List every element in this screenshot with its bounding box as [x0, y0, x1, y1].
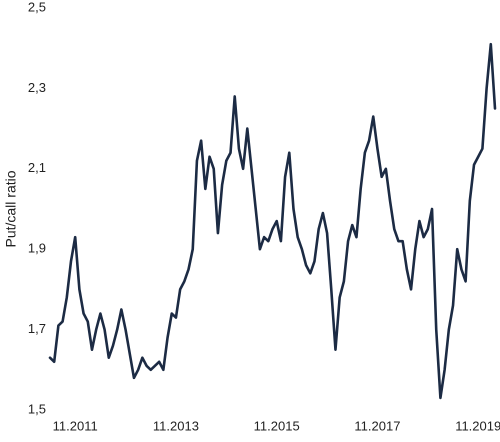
x-tick-label: 11.2013 [153, 418, 199, 433]
x-tick-label: 11.2017 [354, 418, 400, 433]
y-tick-label: 2,3 [28, 80, 46, 95]
x-tick-label: 11.2011 [53, 418, 98, 433]
y-tick-label: 1,5 [28, 401, 46, 416]
y-tick-label: 2,5 [28, 0, 46, 14]
y-tick-label: 1,9 [28, 241, 46, 256]
x-tick-label: 11.2015 [254, 418, 300, 433]
y-tick-label: 1,7 [28, 321, 46, 336]
y-axis-label: Put/call ratio [3, 170, 19, 247]
data-line [48, 42, 497, 400]
y-tick-label: 2,1 [28, 160, 46, 175]
x-tick-label: 11.2019 [455, 418, 500, 433]
